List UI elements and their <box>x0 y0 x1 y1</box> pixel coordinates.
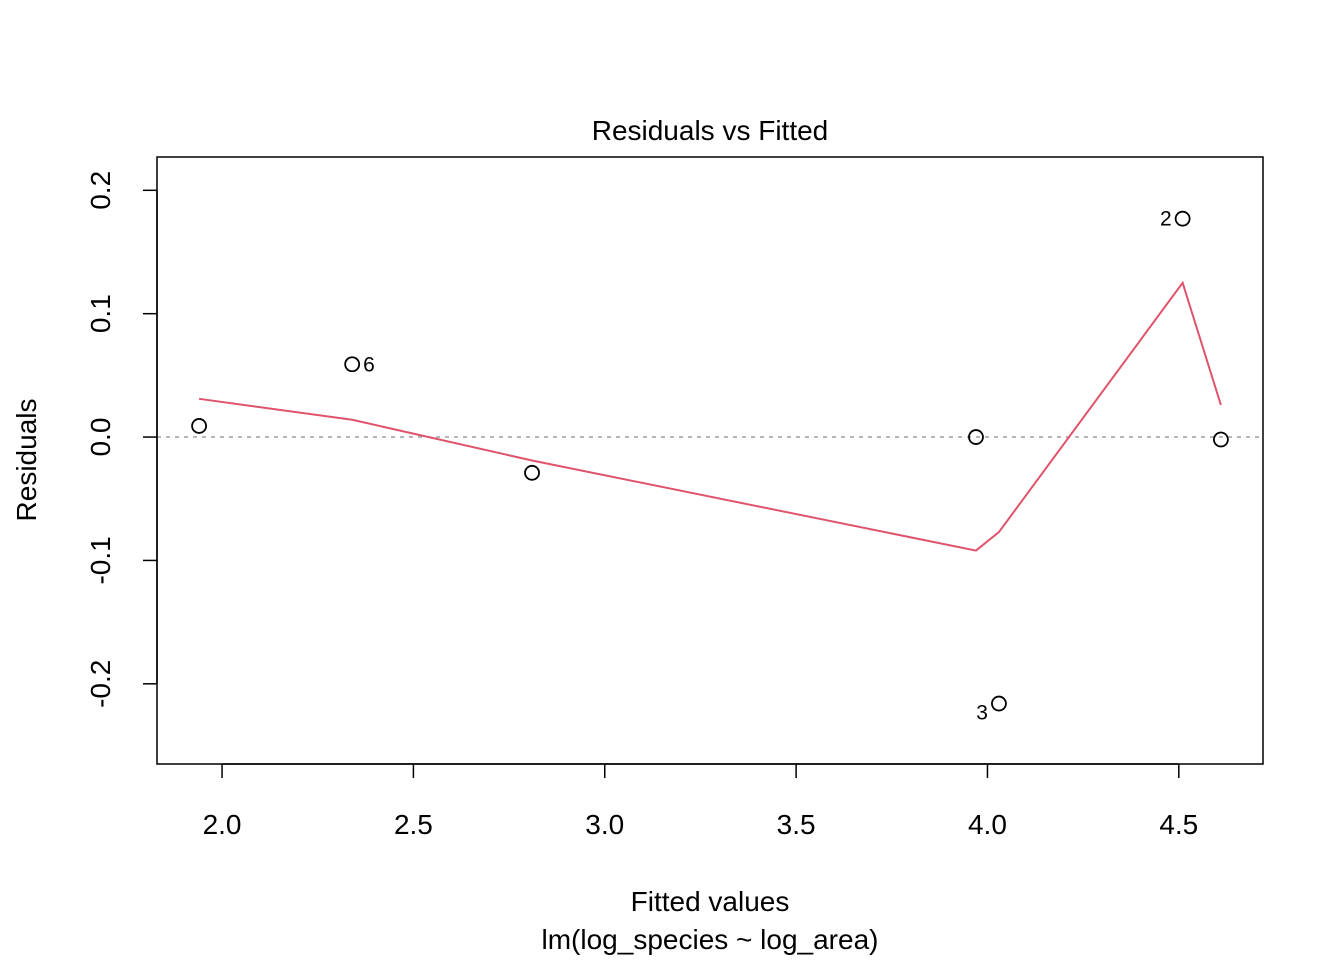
x-axis-label: Fitted values <box>631 886 790 917</box>
point-label: 6 <box>363 353 375 376</box>
data-point <box>968 429 984 445</box>
y-tick-label: 0.2 <box>85 171 116 210</box>
x-tick-label: 2.0 <box>203 809 242 840</box>
data-point <box>1174 210 1191 227</box>
y-tick-label: 0.1 <box>85 294 116 333</box>
x-tick-label: 4.5 <box>1159 809 1198 840</box>
x-tick-label: 4.0 <box>968 809 1007 840</box>
y-tick-label: -0.1 <box>85 536 116 584</box>
plot-frame <box>156 156 1264 765</box>
smooth-trend-line <box>198 280 1222 552</box>
x-tick-label: 3.5 <box>777 809 816 840</box>
y-axis: -0.2 -0.1 0.0 0.1 0.2 <box>85 171 158 708</box>
x-axis: 2.0 2.5 3.0 3.5 4.0 4.5 <box>203 763 1198 840</box>
y-tick-label: -0.2 <box>85 660 116 708</box>
data-point <box>344 356 361 373</box>
chart-title: Residuals vs Fitted <box>592 115 829 146</box>
x-tick-label: 3.0 <box>585 809 624 840</box>
data-point <box>991 695 1007 712</box>
data-point <box>191 418 207 434</box>
x-axis-subtitle: lm(log_species ~ log_area) <box>542 924 879 955</box>
point-label: 3 <box>976 702 988 725</box>
data-point <box>524 464 540 481</box>
x-tick-label: 2.5 <box>394 809 433 840</box>
y-tick-label: 0.0 <box>85 418 116 457</box>
data-point <box>1213 431 1229 448</box>
y-axis-label: Residuals <box>11 399 42 522</box>
point-label: 2 <box>1160 208 1172 231</box>
data-points: 6 3 2 <box>191 208 1229 725</box>
